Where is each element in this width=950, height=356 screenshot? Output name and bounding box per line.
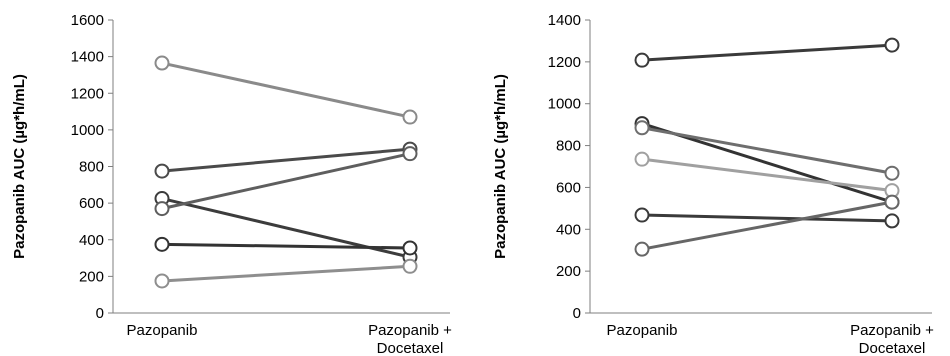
data-point-marker [634, 120, 650, 136]
y-tick-label: 400 [79, 232, 104, 249]
x-category-label: Pazopanib + Docetaxel [850, 322, 934, 356]
y-tick-label: 200 [556, 263, 581, 280]
y-tick-label: 1200 [71, 85, 104, 102]
series-line [641, 200, 893, 251]
chart-panel-left: 0 200 400 600 800 1000 1200 1400 1600 Pazopanib A… [11, 12, 452, 356]
x-category-label: Pazopanib + Docetaxel [368, 322, 452, 356]
series-line [161, 147, 411, 173]
data-point-marker [154, 163, 170, 179]
chart-panel-right: 0 200 400 600 800 1000 1200 1400 Pazopanib AUC (… [492, 12, 934, 356]
y-tick-label: 800 [556, 138, 581, 155]
series-line [641, 213, 893, 223]
data-point-marker [154, 201, 170, 217]
data-point-marker [634, 52, 650, 68]
data-point-marker [402, 258, 418, 274]
data-point-marker [884, 37, 900, 53]
x-category-label-line: Pazopanib + [368, 322, 452, 339]
series-line [641, 157, 893, 193]
data-point-marker [884, 194, 900, 210]
y-tick-label: 1600 [71, 12, 104, 29]
y-tick-label: 1400 [71, 49, 104, 66]
data-point-marker [402, 240, 418, 256]
series-line [641, 126, 893, 175]
y-tick-label: 600 [556, 179, 581, 196]
y-tick-label: 200 [79, 268, 104, 285]
y-tick-label: 0 [573, 305, 581, 322]
y-tick-label: 600 [79, 195, 104, 212]
y-tick-label: 0 [96, 305, 104, 322]
data-point-marker [634, 151, 650, 167]
x-category-label-line: Docetaxel [377, 340, 444, 356]
data-point-marker [402, 109, 418, 125]
y-tick-label: 1200 [548, 54, 581, 71]
data-point-marker [634, 207, 650, 223]
data-point-marker [154, 236, 170, 252]
data-point-marker [634, 241, 650, 257]
series-line [161, 264, 411, 283]
y-tick-label: 1400 [548, 12, 581, 29]
series-line [161, 152, 411, 211]
x-category-label-line: Pazopanib + [850, 322, 934, 339]
data-point-marker [884, 213, 900, 229]
series-line [641, 43, 893, 62]
series-line [161, 61, 411, 119]
y-tick-label: 1000 [548, 96, 581, 113]
y-tick-label: 800 [79, 159, 104, 176]
y-tick-label: 1000 [71, 122, 104, 139]
x-category-label: Pazopanib [607, 322, 678, 339]
x-category-label-line: Docetaxel [859, 340, 926, 356]
series-line [161, 242, 411, 250]
x-category-label: Pazopanib [127, 322, 198, 339]
y-tick-label: 400 [556, 221, 581, 238]
y-axis-label: Pazopanib AUC (µg*h/mL) [11, 74, 28, 259]
data-point-marker [154, 55, 170, 71]
y-axis-label: Pazopanib AUC (µg*h/mL) [492, 74, 509, 259]
x-category-label-line: Pazopanib [607, 322, 678, 339]
data-point-marker [884, 165, 900, 181]
data-point-marker [154, 273, 170, 289]
x-category-label-line: Pazopanib [127, 322, 198, 339]
data-point-marker [402, 146, 418, 162]
